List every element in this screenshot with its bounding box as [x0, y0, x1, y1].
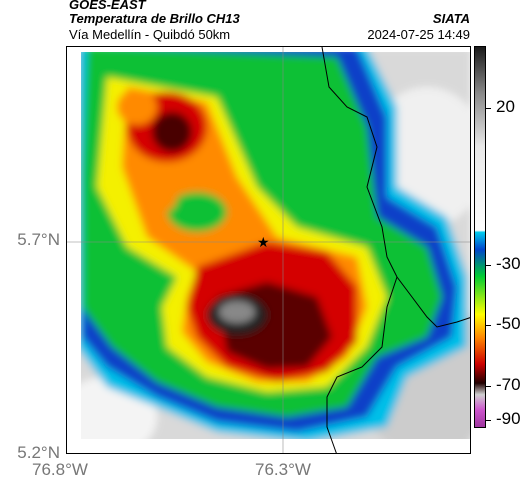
x-tick-label: 76.3°W — [255, 460, 311, 479]
x-tick-label: 76.8°W — [32, 460, 88, 479]
border-line — [321, 47, 470, 328]
y-tick-label: 5.7°N — [17, 230, 60, 249]
colorbar-tick-label: -50 — [496, 314, 521, 333]
colorbar-tick-label: -30 — [496, 254, 521, 273]
colorbar-tick-label: -70 — [496, 375, 521, 394]
grid-lines — [67, 47, 470, 453]
satellite-label: GOES-EAST — [69, 0, 146, 12]
cloud-top-field — [67, 47, 470, 453]
timestamp-label: 2024-07-25 14:49 — [367, 27, 470, 42]
border-line — [326, 276, 398, 453]
colorbar-tick-mark — [486, 108, 491, 109]
colorbar-tick-mark — [486, 386, 491, 387]
product-title: Temperatura de Brillo CH13 — [69, 11, 240, 26]
organization-label: SIATA — [432, 11, 470, 26]
region-label: Vía Medellín - Quibdó 50km — [69, 27, 231, 42]
colorbar-tick-label: 20 — [496, 97, 515, 116]
colorbar — [474, 46, 486, 428]
colorbar-tick-mark — [486, 420, 491, 421]
colorbar-tick-mark — [486, 265, 491, 266]
colorbar-tick-mark — [486, 325, 491, 326]
y-tick-label: 5.2°N — [17, 443, 60, 462]
satellite-map[interactable]: ★ — [66, 46, 471, 454]
star-icon: ★ — [257, 235, 270, 251]
colorbar-tick-label: -90 — [496, 409, 521, 428]
